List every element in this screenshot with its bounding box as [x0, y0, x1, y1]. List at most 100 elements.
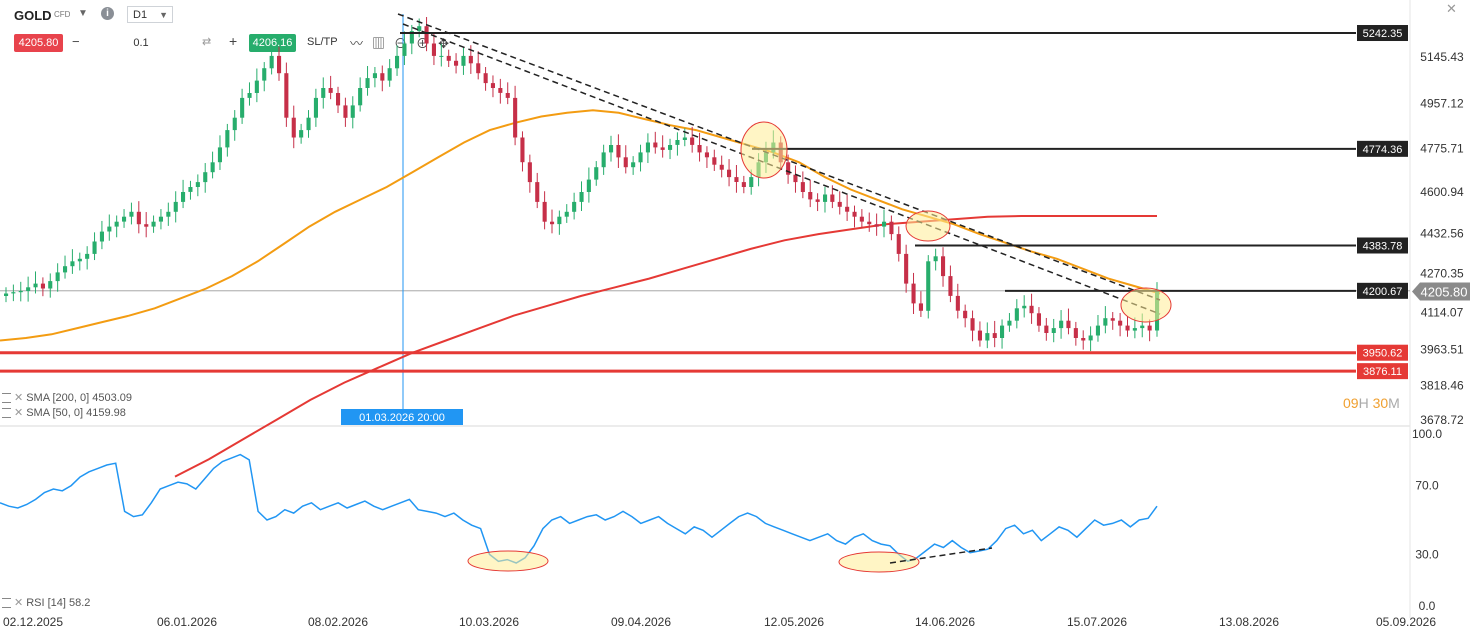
candle-body: [1132, 328, 1137, 331]
candle-body: [1081, 338, 1086, 341]
price-axis-tick: 3818.46: [1420, 378, 1464, 392]
candle-body: [188, 187, 193, 192]
swap-icon[interactable]: ⇄: [202, 36, 212, 48]
settings-lines-icon[interactable]: [2, 598, 11, 609]
candle-body: [535, 182, 540, 202]
candle-body: [527, 162, 532, 183]
candle-body: [269, 55, 274, 69]
candle-body: [350, 105, 355, 118]
candle-body: [365, 78, 370, 88]
rsi-legend[interactable]: ✕ RSI [14] 58.2: [2, 596, 90, 609]
date-axis-tick: 05.09.2026: [1376, 615, 1436, 629]
sell-button[interactable]: 4205.80: [14, 34, 63, 52]
candle-body: [26, 287, 31, 291]
remove-icon[interactable]: ✕: [14, 407, 24, 419]
candle-body: [476, 63, 481, 74]
candle-body: [129, 211, 134, 217]
date-axis-tick: 09.04.2026: [611, 615, 671, 629]
rsi-line: [0, 453, 1158, 564]
candle-body: [114, 221, 119, 227]
trend-line-upper[interactable]: [397, 13, 1161, 301]
candle-body: [77, 258, 82, 262]
settings-lines-icon[interactable]: [2, 393, 11, 404]
candle-body: [1022, 305, 1027, 309]
rsi-axis-tick: 100.0: [1412, 427, 1442, 441]
candle-body: [92, 241, 97, 254]
candle-body: [623, 157, 628, 168]
candle-body: [1051, 328, 1056, 333]
candle-body: [247, 93, 252, 98]
remove-icon[interactable]: ✕: [14, 597, 24, 609]
timeframe-select[interactable]: D1 ▼: [127, 6, 173, 23]
candle-body: [992, 333, 997, 338]
candle-body: [653, 142, 658, 148]
candle-body: [616, 145, 621, 158]
candle-body: [572, 201, 577, 212]
rsi-label: RSI [14] 58.2: [26, 597, 91, 609]
candle-body: [409, 31, 414, 44]
rsi-axis-tick: 70.0: [1415, 479, 1439, 493]
candle-body: [918, 303, 923, 311]
candle-body: [660, 147, 665, 150]
remove-icon[interactable]: ✕: [14, 392, 24, 404]
candle-body: [1118, 320, 1123, 326]
candle-body: [594, 167, 599, 180]
candle-body: [166, 211, 171, 217]
candle-body: [941, 256, 946, 277]
sltp-button[interactable]: SL/TP: [307, 36, 338, 48]
move-icon[interactable]: ✥: [438, 36, 458, 51]
close-icon[interactable]: ✕: [1446, 1, 1457, 16]
candle-body: [786, 162, 791, 175]
candle-body: [904, 253, 909, 284]
candle-body: [505, 93, 510, 98]
candle-body: [690, 137, 695, 145]
candle-body: [970, 318, 975, 331]
candle-body: [284, 73, 289, 118]
symbol-type: CFD: [54, 10, 71, 19]
rsi-divergence-line[interactable]: [889, 547, 993, 564]
candle-body: [195, 182, 200, 187]
candle-body: [852, 211, 857, 217]
crosshair-date-badge: [341, 409, 463, 425]
date-axis-tick: 06.01.2026: [157, 615, 217, 629]
candle-body: [933, 256, 938, 262]
quantity-increase-button[interactable]: +: [229, 33, 238, 49]
highlight-ellipse: [905, 210, 951, 242]
candle-body: [1125, 325, 1130, 331]
buy-button[interactable]: 4206.16: [249, 34, 296, 52]
candle-body: [55, 272, 60, 282]
candle-body: [48, 281, 53, 289]
price-level-badge: [1357, 140, 1408, 157]
symbol-name[interactable]: GOLD: [14, 8, 52, 23]
candle-body: [11, 292, 16, 294]
candle-body: [417, 26, 422, 32]
date-axis-tick: 15.07.2026: [1067, 615, 1127, 629]
candle-body: [830, 194, 835, 202]
candle-body: [557, 216, 562, 225]
price-level-badge: [1357, 237, 1408, 254]
candle-body: [40, 283, 45, 289]
price-level-badge: [1357, 363, 1408, 380]
candle-body: [682, 137, 687, 140]
sma50-legend[interactable]: ✕ SMA [50, 0] 4159.98: [2, 406, 126, 419]
candle-body: [1088, 335, 1093, 341]
candle-body: [645, 142, 650, 153]
sma200-legend[interactable]: ✕ SMA [200, 0] 4503.09: [2, 391, 132, 404]
candle-body: [889, 221, 894, 235]
candle-body: [1103, 318, 1108, 326]
candle-body: [513, 97, 518, 138]
candle-body: [845, 206, 850, 212]
candle-body: [277, 55, 282, 74]
symbol-dropdown-icon[interactable]: ▼: [78, 8, 88, 19]
candle-body: [800, 182, 805, 192]
info-icon[interactable]: i: [101, 7, 114, 20]
quantity-input[interactable]: 0.1: [133, 37, 149, 49]
candle-body: [181, 192, 186, 202]
quantity-decrease-button[interactable]: −: [72, 34, 80, 49]
candles-icon[interactable]: ▥: [372, 36, 395, 51]
candle-body: [372, 73, 377, 79]
candle-body: [210, 162, 215, 173]
line-chart-icon[interactable]: 〰: [350, 36, 373, 51]
settings-lines-icon[interactable]: [2, 408, 11, 419]
